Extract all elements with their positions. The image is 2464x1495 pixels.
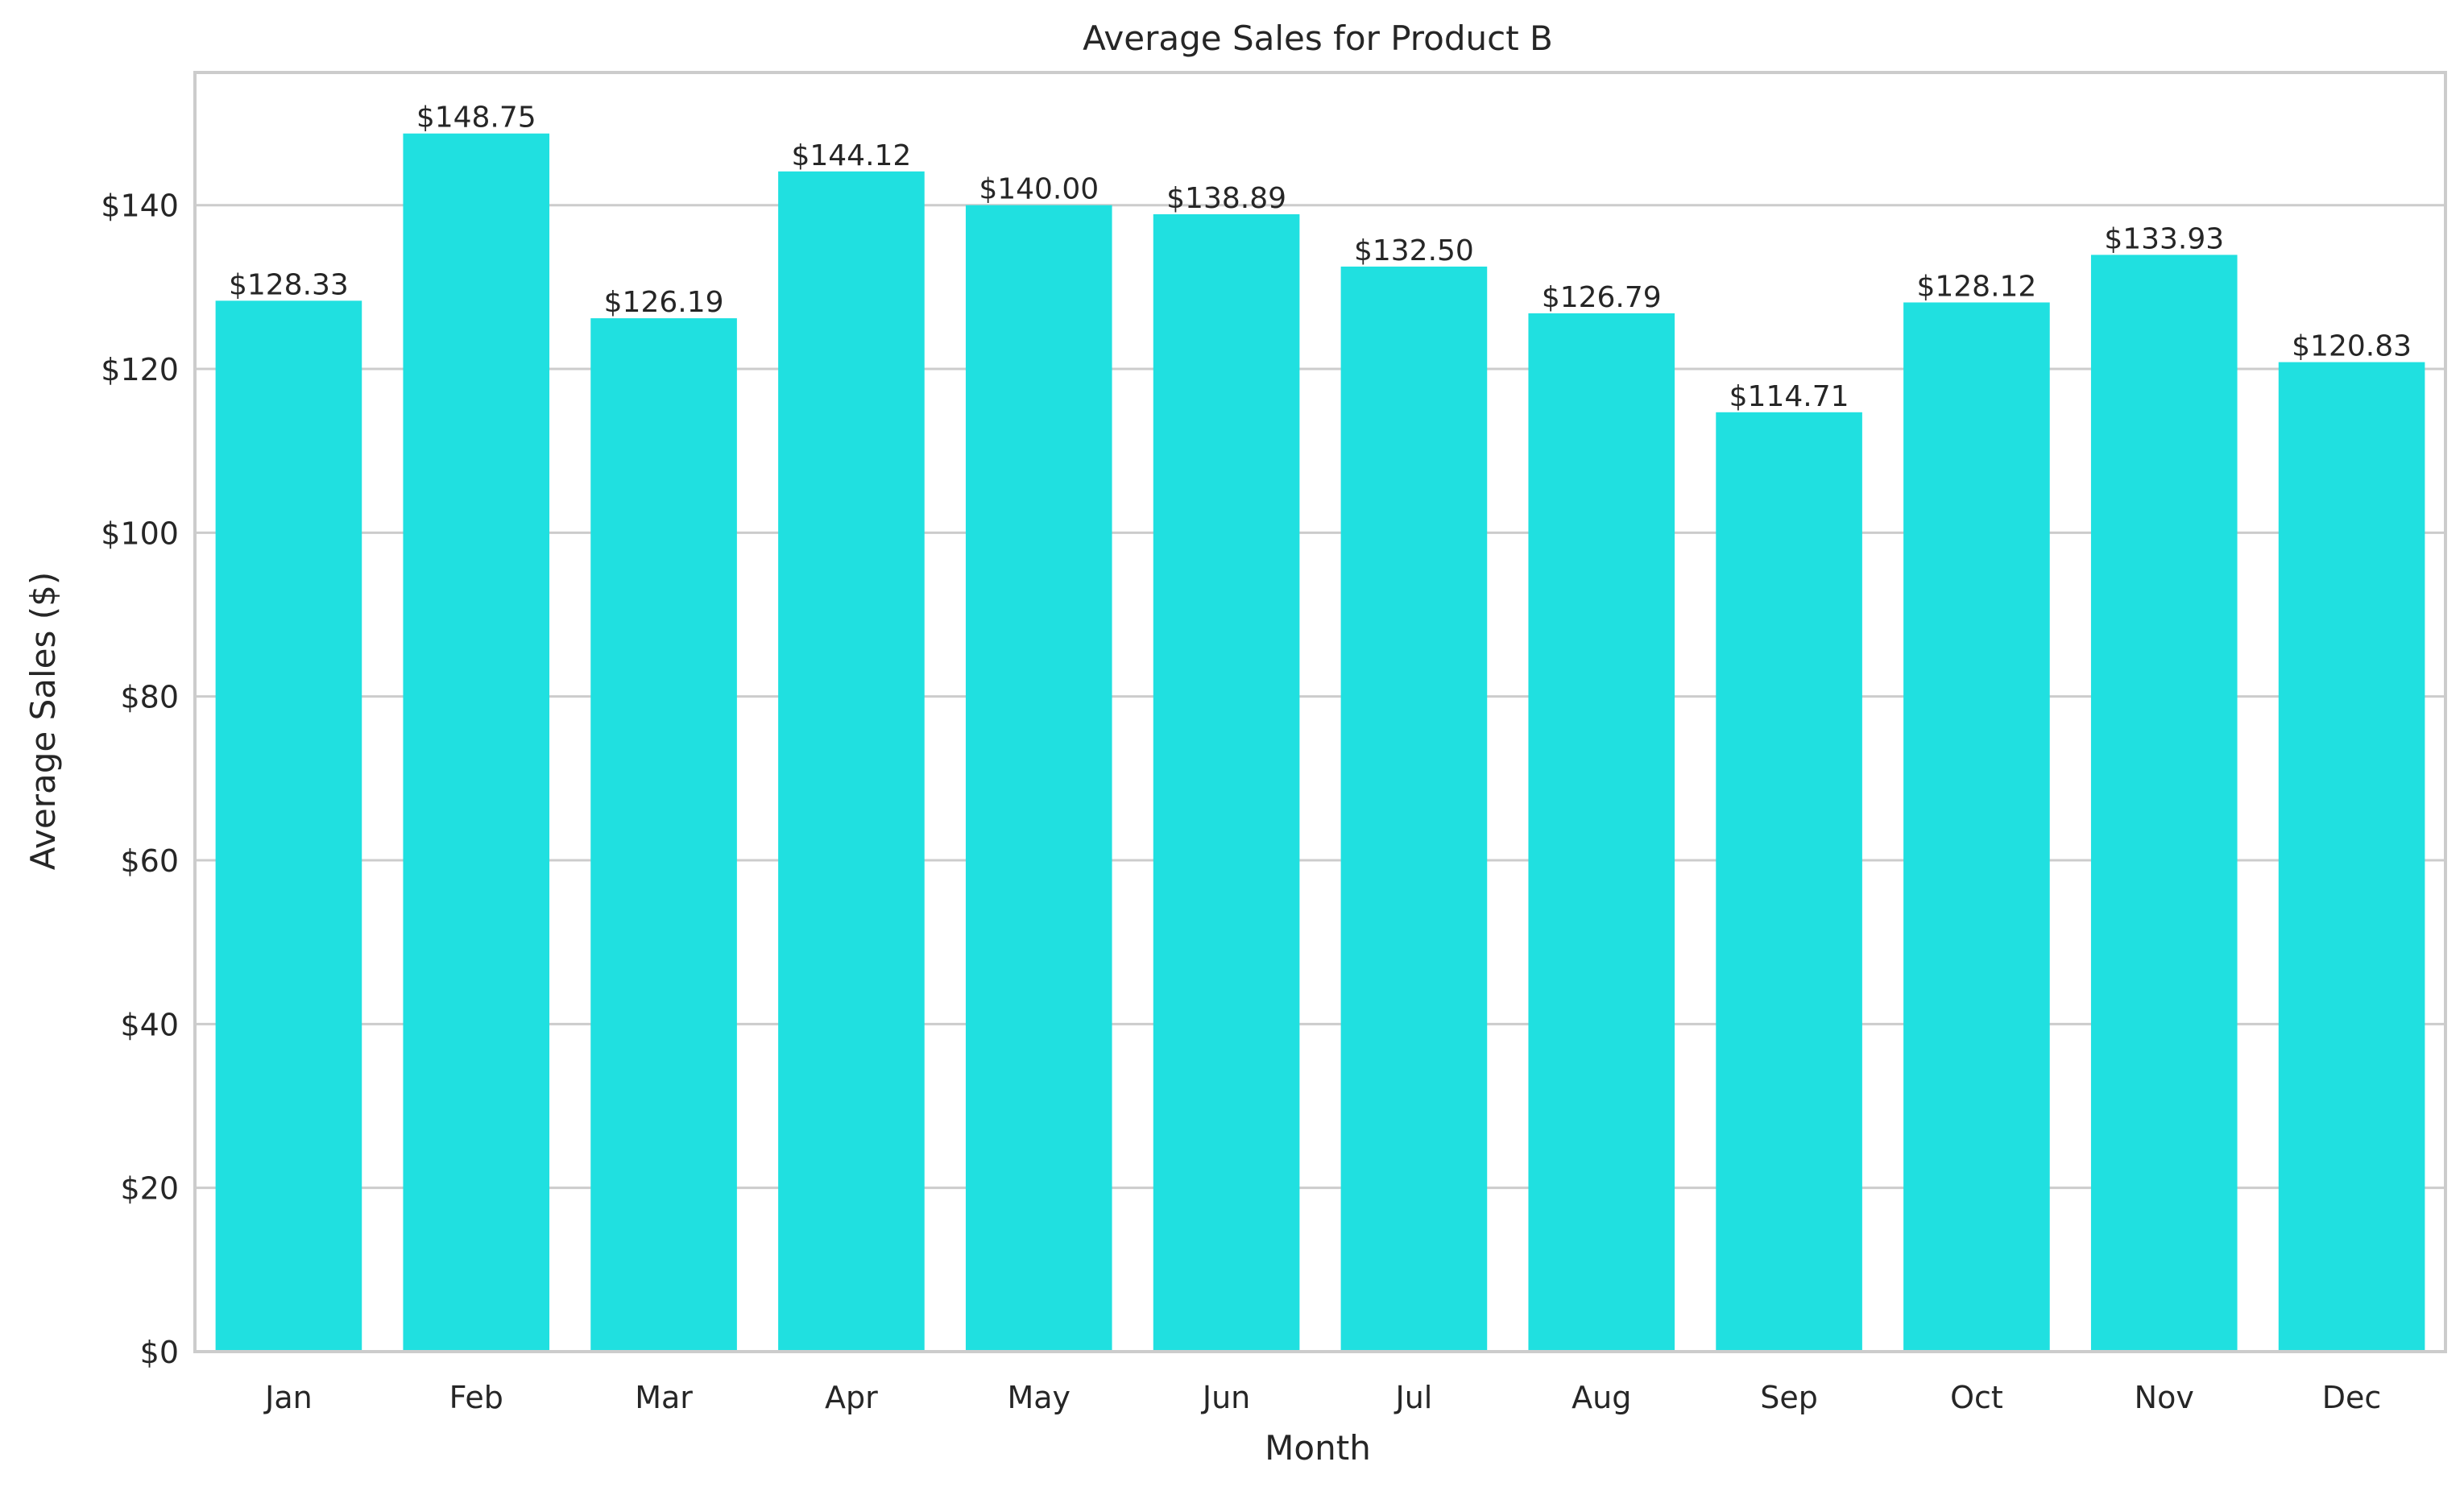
bar-apr (778, 171, 925, 1352)
y-tick-label: $140 (101, 188, 179, 224)
x-tick-label: May (1007, 1380, 1070, 1415)
value-label-layer: $128.33 $148.75 $126.19 $144.12 $140.00 $138.… (229, 101, 2412, 413)
bar-dec (2278, 362, 2425, 1352)
y-axis-label: Average Sales ($) (23, 572, 63, 870)
y-tick-label: $80 (120, 680, 179, 715)
bar-value-label: $133.93 (2104, 222, 2224, 255)
bar-jul (1340, 266, 1488, 1352)
y-tick-label: $40 (120, 1007, 179, 1042)
x-tick-label: Feb (449, 1380, 503, 1415)
x-tick-label: Mar (635, 1380, 693, 1415)
x-tick-label: Jun (1201, 1380, 1250, 1415)
x-tick-label: Dec (2322, 1380, 2382, 1415)
y-axis-ticks: $0 $20 $40 $60 $80 $100 $120 $140 (101, 188, 179, 1370)
bar-value-label: $148.75 (416, 101, 536, 135)
bar-value-label: $138.89 (1166, 182, 1286, 215)
x-tick-label: Sep (1760, 1380, 1818, 1415)
bar-jun (1153, 213, 1300, 1352)
plot-border (193, 71, 2447, 1353)
bar-aug (1528, 313, 1675, 1352)
bar-nov (2090, 255, 2238, 1352)
bar-feb (403, 133, 550, 1352)
bar-value-label: $114.71 (1729, 380, 1849, 413)
bar-mar (590, 318, 737, 1352)
bar-layer (215, 133, 2425, 1352)
bar-value-label: $144.12 (791, 139, 911, 172)
plot-frame (193, 71, 2447, 1353)
bar-value-label: $126.19 (604, 286, 724, 319)
bar-sep (1716, 412, 1862, 1352)
x-tick-label: Oct (1950, 1380, 2003, 1415)
bar-may (965, 205, 1112, 1352)
bar-value-label: $128.12 (1916, 270, 2036, 303)
y-tick-label: $0 (140, 1335, 179, 1370)
y-tick-label: $120 (101, 352, 179, 387)
bar-value-label: $120.83 (2292, 330, 2412, 363)
bar-oct (1903, 302, 2050, 1352)
x-axis-ticks: Jan Feb Mar Apr May Jun Jul Aug Sep Oct Nov Dec (263, 1380, 2381, 1415)
x-tick-label: Jul (1394, 1380, 1432, 1415)
x-tick-label: Nov (2135, 1380, 2194, 1415)
bar-value-label: $126.79 (1542, 281, 1662, 314)
grid-layer (195, 204, 2445, 1353)
bar-value-label: $140.00 (979, 173, 1099, 206)
y-tick-label: $20 (120, 1171, 179, 1207)
bar-value-label: $128.33 (229, 268, 349, 301)
bar-value-label: $132.50 (1354, 234, 1474, 267)
x-tick-label: Apr (825, 1380, 878, 1415)
y-tick-label: $60 (120, 843, 179, 879)
x-tick-label: Aug (1572, 1380, 1631, 1415)
y-tick-label: $100 (101, 516, 179, 551)
x-axis-label: Month (1265, 1428, 1371, 1468)
chart-title: Average Sales for Product B (1083, 19, 1553, 58)
bar-jan (215, 300, 362, 1352)
x-tick-label: Jan (263, 1380, 313, 1415)
